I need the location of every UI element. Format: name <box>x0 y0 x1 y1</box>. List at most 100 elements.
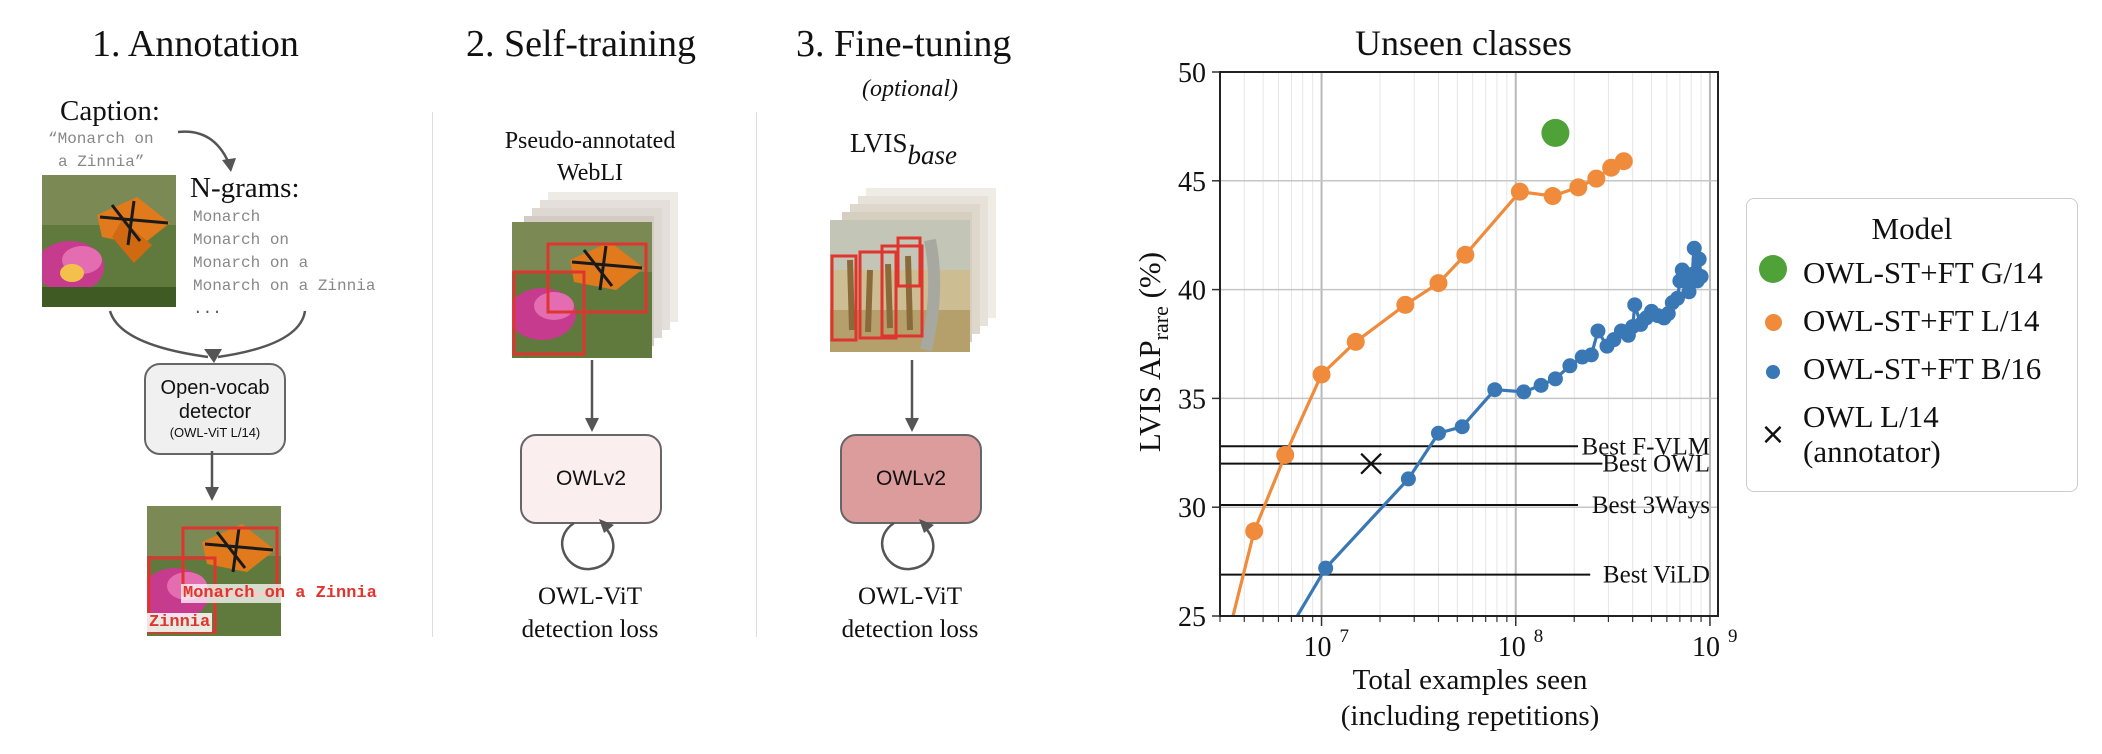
separator <box>432 112 433 637</box>
x-tick-exponent: 9 <box>1728 626 1738 647</box>
series-group <box>1231 118 1709 616</box>
legend-marker-x: × <box>1760 417 1786 452</box>
loss-line1: OWL-ViT <box>857 583 963 610</box>
legend-marker-green-circle <box>1753 255 1793 291</box>
legend-title: Model <box>1871 211 1953 246</box>
pseudo-annotated-label: Pseudo-annotated <box>504 128 676 154</box>
chart-legend: Model OWL-ST+FT G/14 OWL-ST+FT L/14 OWL-… <box>1746 198 2078 492</box>
y-axis-label: LVIS APrare (%) <box>1132 251 1173 452</box>
data-point <box>1346 332 1365 351</box>
base-subscript: base <box>907 140 958 170</box>
self-training-loss-label: OWL-ViT detection loss <box>470 580 710 646</box>
lvis-to-model-arrow <box>905 360 919 432</box>
data-to-model-arrow <box>585 360 599 432</box>
data-point <box>1583 347 1599 363</box>
webli-label: WebLI <box>556 160 624 186</box>
self-training-loop-icon <box>561 519 615 571</box>
chart-title: Unseen classes <box>1355 23 1572 63</box>
data-point <box>1533 377 1549 393</box>
detection-label-zinnia: Zinnia <box>147 613 213 632</box>
loss-line2: detection loss <box>521 616 659 643</box>
legend-label: OWL-ST+FT B/16 <box>1803 351 2042 386</box>
lvis-base-label: LVISbase <box>850 128 957 170</box>
legend-item-owl-annotator: × OWL L/14 (annotator) <box>1747 399 1941 471</box>
owlv2-label: OWLv2 <box>555 467 626 490</box>
legend-label-line2: (annotator) <box>1803 434 1941 469</box>
data-point <box>1430 425 1446 441</box>
legend-marker-blue-circle <box>1753 351 1793 387</box>
legend-label-block: OWL L/14 (annotator) <box>1803 399 1941 469</box>
detection-label-monarch: Monarch on a Zinnia <box>181 584 379 603</box>
data-point <box>1400 471 1416 487</box>
data-point <box>1318 560 1334 576</box>
reference-line-label: Best OWL <box>1602 451 1710 478</box>
data-point <box>1541 118 1570 147</box>
data-point <box>1681 284 1697 300</box>
y-tick-label: 30 <box>1178 493 1206 524</box>
legend-label: OWL-ST+FT G/14 <box>1803 255 2043 290</box>
ngram-item: Monarch on a Zinnia <box>193 277 376 295</box>
data-point-x <box>1360 452 1382 475</box>
data-point <box>1587 169 1606 188</box>
y-axis-label-unit: (%) <box>1132 251 1167 307</box>
data-point <box>1543 187 1562 206</box>
legend-label: OWL-ST+FT L/14 <box>1803 303 2040 338</box>
data-point <box>1614 152 1633 171</box>
x-tick-label: 10 <box>1692 632 1720 663</box>
caption-text-line1: “Monarch on <box>48 130 154 148</box>
fine-tuning-subtitle: (optional) <box>862 76 958 102</box>
owlv2-label: OWLv2 <box>875 467 946 490</box>
x-tick-label: 10 <box>1498 632 1526 663</box>
x-axis-label-line2: (including repetitions) <box>1340 700 1600 732</box>
y-tick-label: 45 <box>1178 167 1206 198</box>
reference-line-label: Best 3Ways <box>1592 492 1710 519</box>
lvis-label: LVIS <box>850 128 908 158</box>
y-tick-label: 25 <box>1178 602 1206 633</box>
x-tick-exponent: 7 <box>1340 626 1350 647</box>
data-point <box>1487 382 1503 398</box>
data-point <box>1627 297 1643 313</box>
data-point <box>1510 182 1529 201</box>
ngram-item: Monarch <box>193 208 261 226</box>
legend-item-b16: OWL-ST+FT B/16 <box>1747 351 2041 387</box>
detector-label-line3: (OWL-ViT L/14) <box>169 425 261 440</box>
owlv2-fine-tuning-box: OWLv2 <box>840 434 982 524</box>
self-training-title: 2. Self-training <box>466 23 697 65</box>
loss-line1: OWL-ViT <box>537 583 643 610</box>
data-point <box>1516 384 1532 400</box>
ngram-item: Monarch on a <box>193 254 309 272</box>
monarch-photo <box>42 175 176 307</box>
data-point <box>1693 269 1709 285</box>
x-tick-label: 10 <box>1304 632 1332 663</box>
data-point <box>1547 371 1563 387</box>
data-point <box>1456 245 1475 264</box>
owlv2-self-training-box: OWLv2 <box>520 434 662 524</box>
fine-tuning-loop-icon <box>881 519 935 571</box>
reference-line-label: Best ViLD <box>1603 562 1710 589</box>
inputs-to-detector-arrows <box>108 310 307 363</box>
fine-tuning-loss-label: OWL-ViT detection loss <box>790 580 1030 646</box>
caption-to-ngrams-arrow <box>177 130 236 172</box>
loss-line2: detection loss <box>841 616 979 643</box>
ngram-item: Monarch on <box>193 231 290 249</box>
webli-image-stack <box>508 192 682 358</box>
data-point <box>1590 323 1606 339</box>
x-axis-label: Total examples seen (including repetitio… <box>1240 662 1700 734</box>
lvis-image-stack <box>828 188 1000 354</box>
open-vocab-detector-box: Open-vocab detector (OWL-ViT L/14) <box>144 363 286 455</box>
x-axis-label-line1: Total examples seen <box>1352 664 1588 696</box>
data-point <box>1669 290 1685 306</box>
legend-marker-orange-circle <box>1753 303 1793 339</box>
data-point <box>1396 295 1415 314</box>
data-point <box>1569 178 1588 197</box>
caption-label: Caption: <box>60 95 160 127</box>
ngrams-label: N-grams: <box>190 172 300 204</box>
legend-item-g14: OWL-ST+FT G/14 <box>1747 255 2043 291</box>
y-axis-label-sub: rare <box>1148 306 1173 341</box>
detector-label-line2: detector <box>178 401 252 423</box>
y-tick-label: 35 <box>1178 384 1206 415</box>
detector-label-line1: Open-vocab <box>160 377 270 399</box>
caption-text-line2: a Zinnia” <box>58 153 145 171</box>
detector-to-output-arrow <box>205 451 219 501</box>
